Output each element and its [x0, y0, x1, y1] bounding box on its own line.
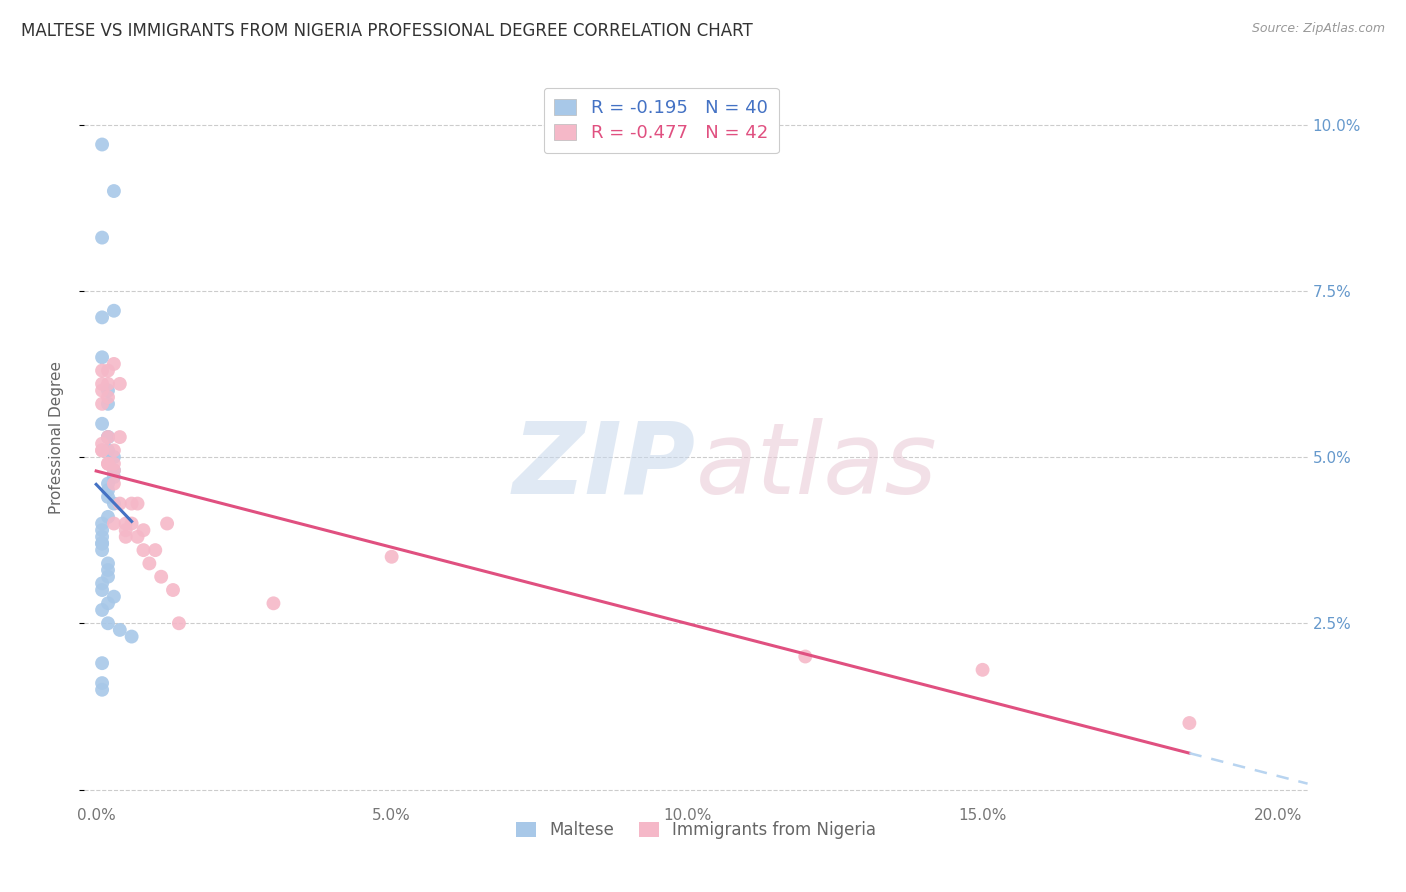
Text: atlas: atlas	[696, 417, 938, 515]
Point	[91, 536, 114, 550]
Point	[97, 384, 120, 398]
Point	[132, 543, 155, 558]
Point	[103, 476, 125, 491]
Point	[97, 509, 120, 524]
Point	[91, 516, 114, 531]
Point	[138, 557, 160, 571]
Point	[121, 516, 143, 531]
Y-axis label: Professional Degree: Professional Degree	[49, 360, 63, 514]
Point	[114, 530, 136, 544]
Point	[97, 430, 120, 444]
Point	[91, 417, 114, 431]
Point	[97, 376, 120, 391]
Point	[91, 536, 114, 550]
Point	[103, 457, 125, 471]
Point	[97, 557, 120, 571]
Point	[108, 430, 131, 444]
Point	[91, 363, 114, 377]
Text: Source: ZipAtlas.com: Source: ZipAtlas.com	[1251, 22, 1385, 36]
Point	[132, 523, 155, 537]
Point	[97, 457, 120, 471]
Text: ZIP: ZIP	[513, 417, 696, 515]
Legend: Maltese, Immigrants from Nigeria: Maltese, Immigrants from Nigeria	[509, 814, 883, 846]
Point	[97, 390, 120, 404]
Point	[91, 351, 114, 365]
Point	[91, 397, 114, 411]
Point	[91, 582, 114, 597]
Point	[91, 682, 114, 697]
Point	[103, 443, 125, 458]
Point	[103, 470, 125, 484]
Point	[97, 443, 120, 458]
Point	[114, 516, 136, 531]
Point	[103, 184, 125, 198]
Point	[91, 443, 114, 458]
Point	[381, 549, 404, 564]
Point	[97, 397, 120, 411]
Point	[103, 357, 125, 371]
Point	[103, 516, 125, 531]
Point	[972, 663, 994, 677]
Point	[97, 570, 120, 584]
Point	[167, 616, 190, 631]
Point	[91, 137, 114, 152]
Point	[91, 384, 114, 398]
Point	[91, 530, 114, 544]
Point	[97, 476, 120, 491]
Point	[91, 443, 114, 458]
Point	[91, 230, 114, 244]
Point	[262, 596, 284, 610]
Point	[97, 596, 120, 610]
Text: MALTESE VS IMMIGRANTS FROM NIGERIA PROFESSIONAL DEGREE CORRELATION CHART: MALTESE VS IMMIGRANTS FROM NIGERIA PROFE…	[21, 22, 752, 40]
Point	[97, 457, 120, 471]
Point	[91, 376, 114, 391]
Point	[91, 436, 114, 450]
Point	[127, 497, 149, 511]
Point	[103, 463, 125, 477]
Point	[1178, 716, 1201, 731]
Point	[91, 523, 114, 537]
Point	[91, 676, 114, 690]
Point	[150, 570, 173, 584]
Point	[97, 430, 120, 444]
Point	[794, 649, 817, 664]
Point	[97, 363, 120, 377]
Point	[108, 376, 131, 391]
Point	[97, 430, 120, 444]
Point	[103, 463, 125, 477]
Point	[114, 523, 136, 537]
Point	[97, 490, 120, 504]
Point	[91, 656, 114, 670]
Point	[91, 543, 114, 558]
Point	[103, 450, 125, 464]
Point	[108, 623, 131, 637]
Point	[97, 616, 120, 631]
Point	[91, 576, 114, 591]
Point	[103, 303, 125, 318]
Point	[127, 530, 149, 544]
Point	[121, 497, 143, 511]
Point	[97, 483, 120, 498]
Point	[103, 590, 125, 604]
Point	[108, 497, 131, 511]
Point	[156, 516, 179, 531]
Point	[91, 310, 114, 325]
Point	[103, 497, 125, 511]
Point	[162, 582, 184, 597]
Point	[121, 630, 143, 644]
Point	[91, 603, 114, 617]
Point	[143, 543, 166, 558]
Point	[97, 563, 120, 577]
